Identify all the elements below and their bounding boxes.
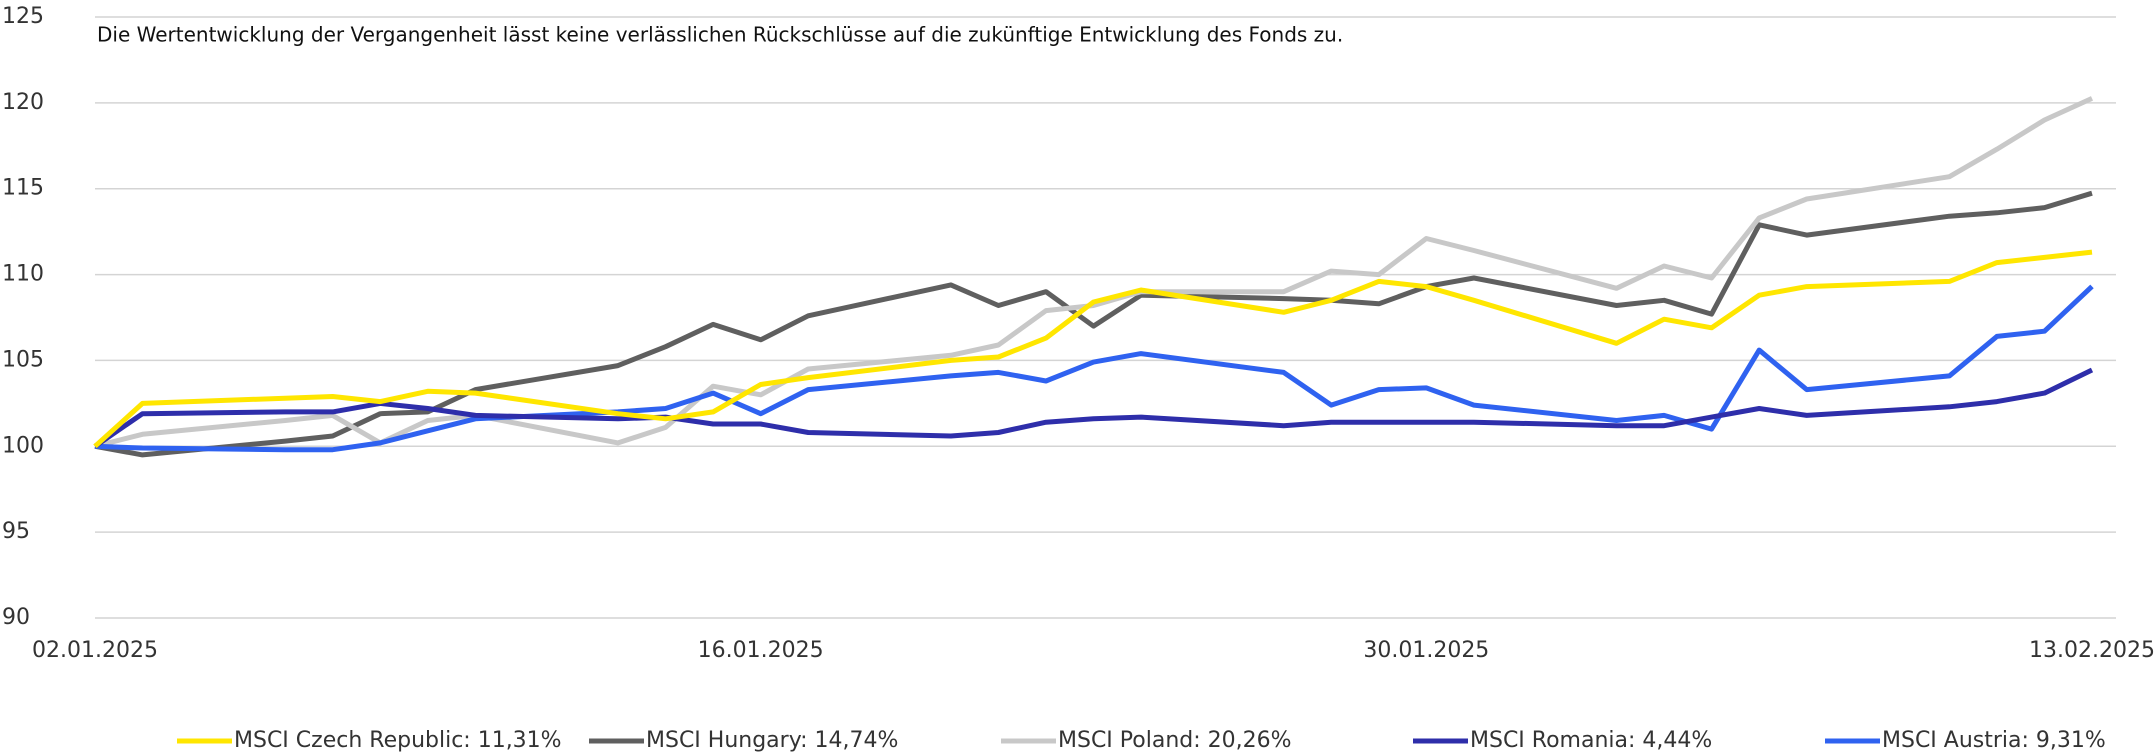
chart-subtitle: Die Wertentwicklung der Vergangenheit lä… (97, 23, 1343, 47)
legend-label: MSCI Austria: 9,31% (1882, 728, 2106, 752)
y-tick-label: 120 (2, 90, 44, 115)
series-line (93, 249, 2093, 449)
legend-label: MSCI Hungary: 14,74% (646, 728, 898, 752)
x-tick-label: 30.01.2025 (1363, 638, 1489, 663)
x-tick-label: 16.01.2025 (698, 638, 824, 663)
y-tick-label: 95 (2, 519, 30, 544)
series-line (94, 96, 2094, 449)
y-tick-label: 125 (2, 4, 44, 29)
y-tick-label: 115 (2, 176, 44, 201)
y-tick-label: 110 (2, 262, 44, 287)
y-tick-label: 100 (2, 433, 44, 458)
legend-label: MSCI Czech Republic: 11,31% (234, 728, 562, 752)
series-line (94, 284, 2094, 453)
series-line (93, 367, 2094, 449)
series-line (94, 190, 2093, 458)
y-tick-label: 90 (2, 605, 30, 630)
x-tick-label: 02.01.2025 (32, 638, 158, 663)
y-tick-label: 105 (2, 347, 44, 372)
x-tick-label: 13.02.2025 (2029, 638, 2154, 663)
legend-label: MSCI Poland: 20,26% (1058, 728, 1292, 752)
legend-label: MSCI Romania: 4,44% (1470, 728, 1712, 752)
